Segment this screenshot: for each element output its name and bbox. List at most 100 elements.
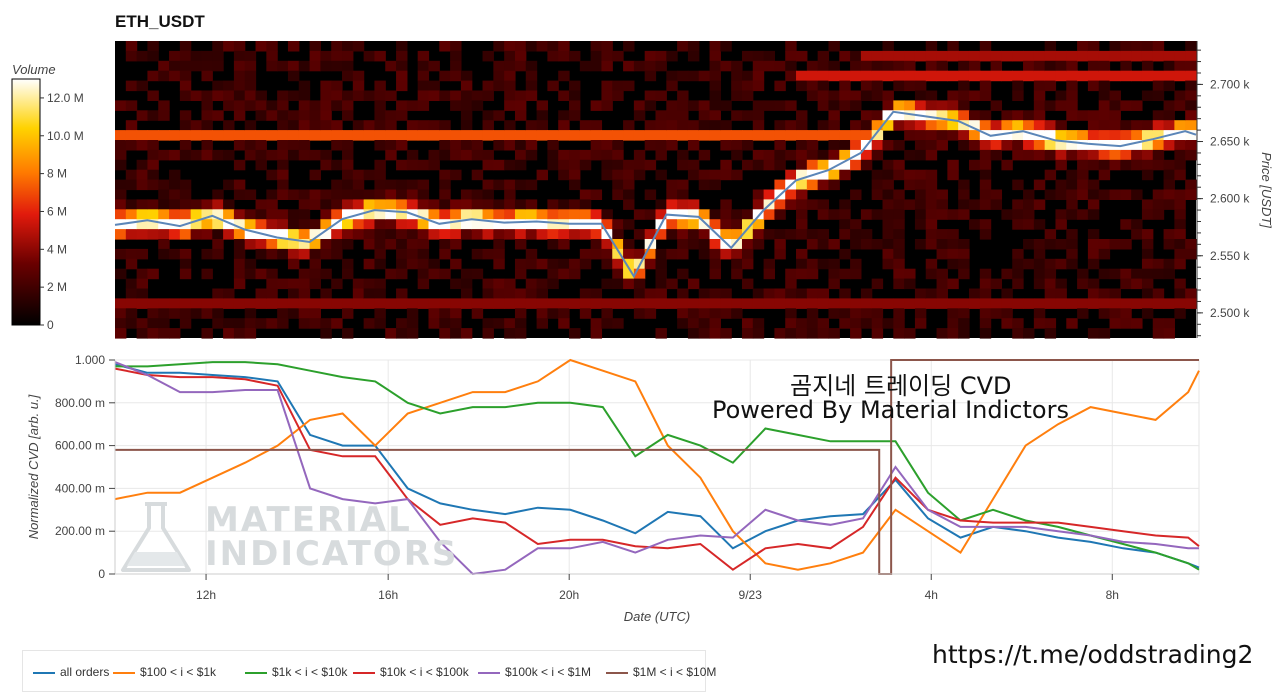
heatmap-cell bbox=[817, 60, 830, 72]
heatmap-cell bbox=[623, 219, 635, 230]
heatmap-cell bbox=[385, 229, 397, 240]
heatmap-cell bbox=[1185, 100, 1197, 111]
heatmap-cell bbox=[1163, 120, 1175, 131]
heatmap-cell bbox=[655, 90, 667, 101]
heatmap-cell bbox=[169, 179, 181, 191]
heatmap-cell bbox=[774, 298, 786, 309]
heatmap-cell bbox=[1109, 239, 1121, 250]
heatmap-cell bbox=[1141, 41, 1154, 52]
heatmap-cell bbox=[179, 179, 192, 191]
heatmap-cell bbox=[860, 80, 873, 92]
heatmap-cell bbox=[763, 130, 776, 141]
heatmap-cell bbox=[309, 229, 321, 240]
heatmap-cell bbox=[850, 308, 862, 319]
heatmap-cell bbox=[223, 199, 235, 210]
heatmap-cell bbox=[1087, 60, 1100, 72]
heatmap-cell bbox=[1174, 149, 1186, 161]
heatmap-cell bbox=[514, 258, 527, 270]
heatmap-cell bbox=[558, 298, 570, 309]
heatmap-cell bbox=[233, 229, 246, 240]
heatmap-cell bbox=[125, 50, 138, 62]
legend-item[interactable]: all orders bbox=[33, 665, 109, 679]
heatmap-cell bbox=[709, 268, 721, 280]
heatmap-cell bbox=[320, 50, 332, 62]
heatmap-cell bbox=[655, 169, 667, 181]
heatmap-cell bbox=[741, 70, 754, 82]
heatmap-cell bbox=[687, 50, 700, 62]
heatmap-cell bbox=[947, 278, 959, 290]
heatmap-cell bbox=[547, 199, 559, 210]
heatmap-cell bbox=[806, 149, 819, 161]
heatmap-cell bbox=[439, 140, 451, 151]
heatmap-cell bbox=[352, 169, 365, 181]
heatmap-cell bbox=[331, 159, 343, 171]
heatmap-cell bbox=[287, 278, 300, 290]
heatmap-cell bbox=[115, 149, 127, 161]
heatmap-cell bbox=[806, 90, 819, 101]
cvd-series-line bbox=[114, 361, 1199, 576]
legend-item[interactable]: $100 < i < $1k bbox=[113, 665, 216, 679]
heatmap-cell bbox=[1044, 41, 1057, 52]
heatmap-cell bbox=[687, 328, 700, 339]
heatmap-cell bbox=[1012, 268, 1024, 280]
heatmap-cell bbox=[925, 288, 938, 299]
legend-item[interactable]: $100k < i < $1M bbox=[478, 665, 591, 679]
heatmap-cell bbox=[893, 229, 905, 240]
heatmap-cell bbox=[439, 169, 451, 181]
heatmap-cell bbox=[201, 60, 213, 72]
heatmap-cell bbox=[1120, 278, 1132, 290]
heatmap-cell bbox=[244, 120, 257, 131]
heatmap-cell bbox=[893, 328, 905, 339]
overlay-subtitle: Powered By Material Indictors bbox=[712, 396, 1069, 424]
heatmap-cell bbox=[958, 130, 970, 141]
heatmap-cell bbox=[558, 169, 570, 181]
heatmap-cell bbox=[947, 50, 959, 62]
heatmap-cell bbox=[904, 199, 916, 210]
legend-item[interactable]: $1M < i < $10M bbox=[606, 665, 716, 679]
heatmap-cell bbox=[514, 219, 527, 230]
heatmap-cell bbox=[979, 120, 992, 131]
heatmap-cell bbox=[817, 239, 830, 250]
heatmap-cell bbox=[1174, 308, 1186, 319]
heatmap-cell bbox=[363, 50, 376, 62]
heatmap-cell bbox=[136, 229, 149, 240]
heatmap-cell bbox=[179, 258, 192, 270]
heatmap-cell bbox=[601, 41, 613, 52]
heatmap-cell bbox=[817, 199, 830, 210]
heatmap-cell bbox=[1141, 229, 1154, 240]
heatmap-cell bbox=[687, 318, 700, 329]
heatmap-cell bbox=[796, 149, 808, 161]
heatmap-cell bbox=[1163, 268, 1175, 280]
heatmap-cell bbox=[1141, 169, 1154, 181]
heatmap-cell bbox=[882, 169, 894, 181]
heatmap-cell bbox=[1131, 140, 1143, 151]
heatmap-cell bbox=[1066, 209, 1078, 220]
heatmap-cell bbox=[785, 229, 797, 240]
heatmap-cell bbox=[482, 318, 494, 329]
heatmap-cell bbox=[417, 80, 430, 92]
heatmap-cell bbox=[482, 120, 494, 131]
legend-item[interactable]: $1k < i < $10k bbox=[245, 665, 347, 679]
heatmap-cell bbox=[277, 130, 289, 141]
heatmap-cell bbox=[590, 140, 603, 151]
price-tick-label: 2.650 k bbox=[1210, 135, 1250, 149]
heatmap-cell bbox=[558, 41, 570, 52]
watermark-line1: MATERIAL bbox=[205, 500, 412, 540]
heatmap-cell bbox=[1185, 298, 1197, 309]
heatmap-cell bbox=[1131, 120, 1143, 131]
heatmap-cell bbox=[882, 50, 894, 62]
heatmap-cell bbox=[687, 219, 700, 230]
heatmap-cell bbox=[363, 120, 376, 131]
telegram-link[interactable]: https://t.me/oddstrading2 bbox=[932, 640, 1254, 669]
heatmap-cell bbox=[1012, 120, 1024, 131]
heatmap-cell bbox=[374, 229, 386, 240]
heatmap-cell bbox=[558, 199, 570, 210]
heatmap-cell bbox=[396, 268, 408, 280]
heatmap-cell bbox=[731, 229, 743, 240]
heatmap-cell bbox=[179, 268, 192, 280]
legend-item[interactable]: $10k < i < $100k bbox=[353, 665, 469, 679]
heatmap-cell bbox=[893, 169, 905, 181]
heatmap-cell bbox=[774, 288, 786, 299]
heatmap-cell bbox=[201, 328, 213, 339]
heatmap-cell bbox=[147, 268, 159, 280]
